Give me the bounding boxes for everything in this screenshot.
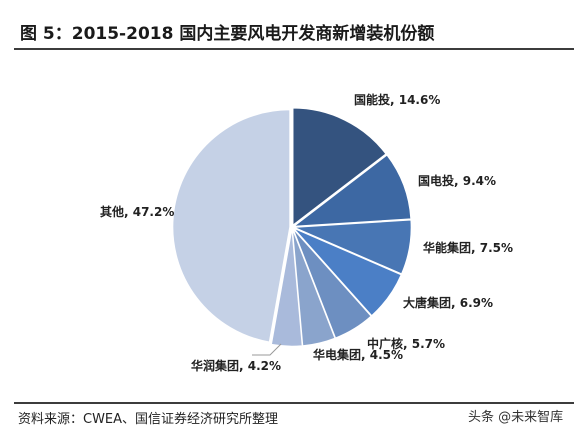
pie-slice bbox=[292, 228, 372, 339]
source-rule bbox=[14, 402, 574, 404]
slice-label: 国能投, 14.6% bbox=[354, 92, 440, 107]
pie-slice bbox=[292, 107, 387, 227]
slice-label: 华电集团, 4.5% bbox=[313, 347, 403, 362]
pie-slice bbox=[172, 109, 291, 343]
chart-title: 图 5：2015-2018 国内主要风电开发商新增装机份额 bbox=[20, 24, 435, 44]
pie-slice bbox=[292, 154, 412, 227]
title-rule bbox=[14, 48, 574, 50]
slice-label: 华润集团, 4.2% bbox=[191, 358, 281, 373]
pie-slice bbox=[293, 219, 412, 275]
pie-chart: 国能投, 14.6% 国电投, 9.4% 华能集团, 7.5% 大唐集团, 6.9% 中… bbox=[100, 92, 513, 373]
pie-slice bbox=[270, 229, 303, 347]
slice-label: 其他, 47.2% bbox=[100, 204, 174, 219]
slice-label: 华能集团, 7.5% bbox=[423, 240, 513, 255]
watermark: 头条 @未来智库 bbox=[468, 410, 564, 425]
pie-slice bbox=[293, 227, 402, 317]
slice-label: 大唐集团, 6.9% bbox=[403, 295, 493, 310]
leader-line bbox=[252, 343, 282, 356]
pie-slice bbox=[292, 228, 336, 347]
slice-label: 中广核, 5.7% bbox=[367, 336, 445, 351]
slice-label: 国电投, 9.4% bbox=[418, 173, 496, 188]
source-note: 资料来源：CWEA、国信证券经济研究所整理 bbox=[18, 412, 279, 427]
